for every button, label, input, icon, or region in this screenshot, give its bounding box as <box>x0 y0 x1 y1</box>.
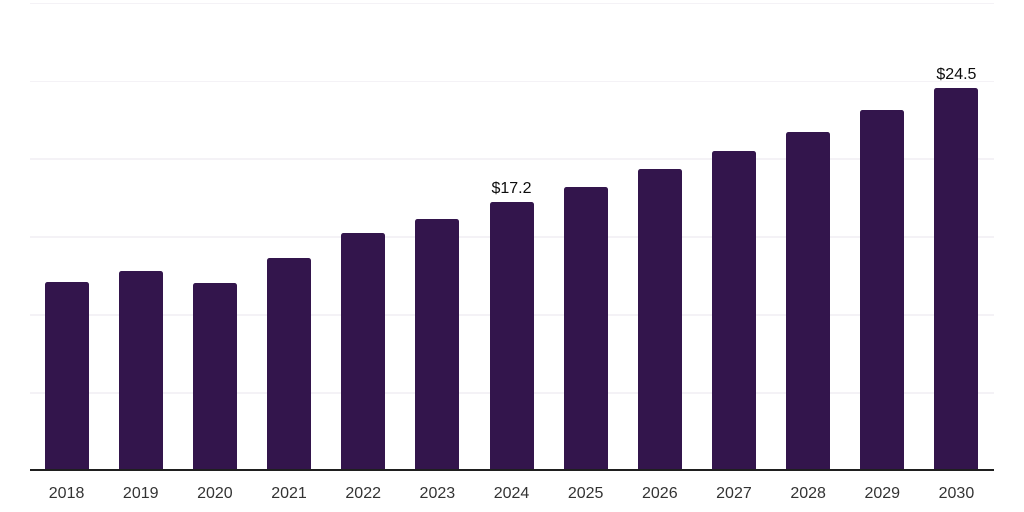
x-tick-label-2029: 2029 <box>864 485 901 502</box>
bar-2029 <box>860 110 905 470</box>
bar-2027 <box>711 150 756 470</box>
bar-2019 <box>118 270 163 470</box>
x-tick-label-2019: 2019 <box>122 485 159 502</box>
x-tick-label-2025: 2025 <box>567 485 604 502</box>
x-tick-label-2022: 2022 <box>345 485 381 502</box>
bar-value-label-2024: $17.2 <box>491 180 532 198</box>
x-tick-label-2028: 2028 <box>790 485 826 502</box>
bar-2020 <box>192 283 237 470</box>
bar-2023 <box>415 219 460 470</box>
x-tick-label-2026: 2026 <box>642 485 678 502</box>
gridline-20 <box>29 158 994 160</box>
x-tick-label-2021: 2021 <box>271 485 307 502</box>
x-tick-label-2024: 2024 <box>493 485 530 502</box>
x-tick-label-2027: 2027 <box>716 485 752 502</box>
gridline-25 <box>29 80 994 83</box>
axis-line <box>29 468 994 471</box>
bar-2026 <box>637 169 682 470</box>
bar-2030 <box>934 88 979 470</box>
bar-2025 <box>563 186 608 470</box>
bar-2018 <box>44 281 89 470</box>
gridline-30 <box>29 2 994 5</box>
bar-2021 <box>267 258 312 470</box>
x-tick-label-2020: 2020 <box>197 485 233 502</box>
bar-value-label-2030: $24.5 <box>936 66 977 84</box>
bar-2028 <box>786 131 831 470</box>
x-tick-label-2023: 2023 <box>419 485 456 502</box>
bar-2022 <box>341 233 386 470</box>
x-tick-label-2018: 2018 <box>48 485 85 502</box>
x-tick-label-2030: 2030 <box>938 485 975 502</box>
bar-2024 <box>489 202 534 470</box>
